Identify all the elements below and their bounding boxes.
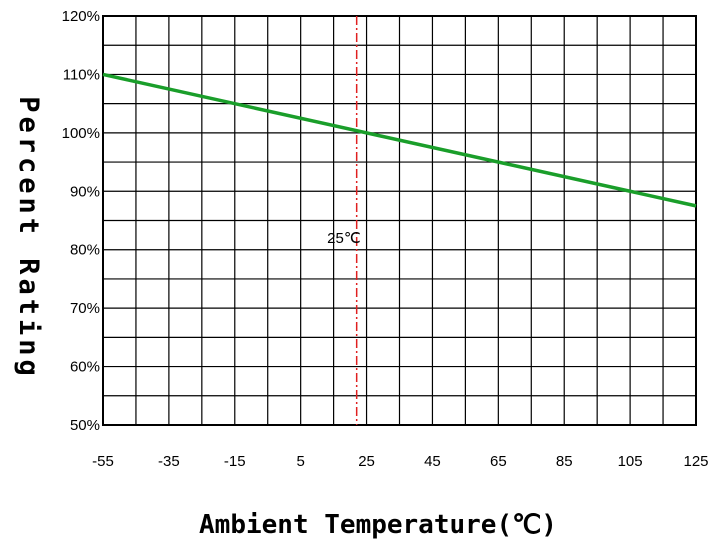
x-axis-title: Ambient Temperature(℃) [199,510,557,540]
x-tick-label: 45 [424,453,441,470]
x-tick-label: 5 [296,453,304,470]
x-tick-label: 85 [556,453,573,470]
x-tick-label: -35 [158,453,180,470]
x-tick-label: 25 [358,453,375,470]
y-tick-label: 100% [62,125,100,142]
grid [103,16,696,425]
y-tick-labels: 50% 60% 70% 80% 90% 100% 110% 120% [62,8,100,434]
x-tick-label: 125 [683,453,708,470]
y-axis-title: Percent Rating [13,96,44,380]
y-tick-label: 90% [70,183,100,200]
plot-frame [102,15,697,426]
y-tick-label: 60% [70,359,100,376]
series-layer [102,72,697,208]
x-tick-label: -15 [224,453,246,470]
x-tick-labels: -55 -35 -15 5 25 45 65 85 105 125 [92,453,708,470]
x-tick-label: 65 [490,453,507,470]
x-tick-label: 105 [618,453,643,470]
x-tick-label: -55 [92,453,114,470]
y-tick-label: 50% [70,417,100,434]
y-tick-label: 70% [70,300,100,317]
y-tick-label: 80% [70,242,100,259]
reference-line-label: 25℃ [327,230,361,247]
y-tick-label: 110% [63,66,100,83]
y-tick-label: 120% [62,8,100,25]
series-line [102,72,697,208]
